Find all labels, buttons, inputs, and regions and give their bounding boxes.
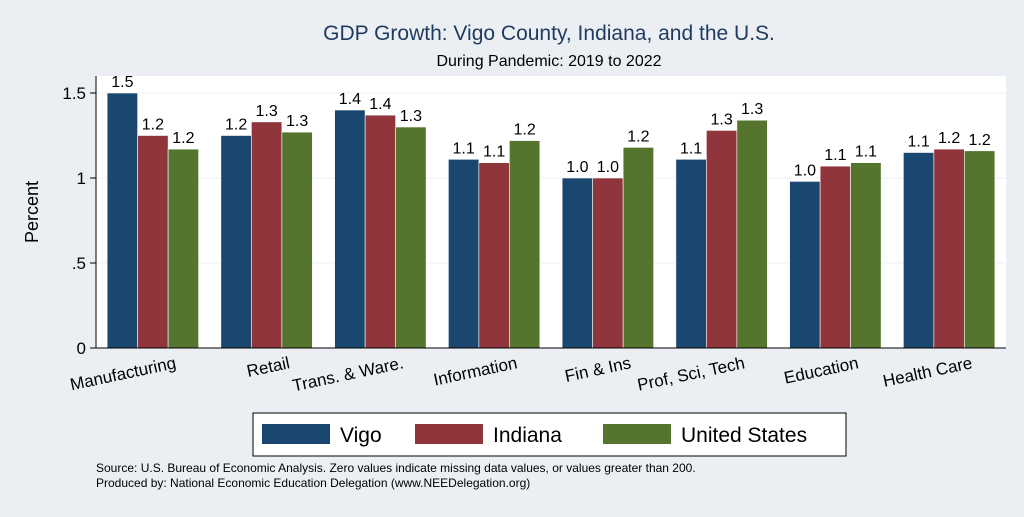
bar-value-label: 1.1 [855,144,877,161]
bar-value-label: 1.2 [969,132,991,149]
legend-label-vigo: Vigo [340,424,382,447]
bar [281,131,313,349]
bar-value-label: 1.3 [711,111,733,128]
bar [903,152,935,349]
bar [509,140,541,349]
bar [850,162,882,349]
bar [592,177,624,349]
bar [819,165,851,349]
bar-value-label: 1.1 [824,147,846,164]
bar-value-label: 1.2 [938,130,960,147]
y-tick-label: 0 [77,339,86,358]
bar [478,162,510,349]
bar-value-label: 1.2 [627,128,649,145]
bar [706,130,738,349]
bar [933,148,965,349]
bar-value-label: 1.4 [339,91,361,108]
bar [167,148,199,349]
bar-value-label: 1.0 [597,159,619,176]
produced-by-note: Produced by: National Economic Education… [96,476,530,490]
y-tick-label: 1.5 [62,84,86,103]
bar [137,135,169,349]
bar [364,114,396,349]
legend-label-indiana: Indiana [493,424,562,447]
chart-title: GDP Growth: Vigo County, Indiana, and th… [323,22,775,45]
source-note: Source: U.S. Bureau of Economic Analysis… [96,461,696,475]
legend-box [252,412,847,457]
bar-value-label: 1.2 [142,117,164,134]
bar-value-label: 1.2 [172,130,194,147]
bar-value-label: 1.0 [566,159,588,176]
bar [395,126,427,349]
bar-value-label: 1.3 [286,113,308,130]
bar [622,147,654,349]
bar-value-label: 1.3 [256,103,278,120]
bar-value-label: 1.0 [794,162,816,179]
bar-value-label: 1.1 [680,140,702,157]
y-tick-label: 1 [77,169,86,188]
bar [448,159,480,349]
bar [964,150,996,349]
bar-value-label: 1.3 [741,101,763,118]
bar [334,109,366,349]
legend-label-united-states: United States [681,424,807,447]
y-axis-label: Percent [22,181,42,243]
bar-value-label: 1.5 [111,74,133,91]
legend-swatch-indiana [415,424,483,444]
bar [736,119,768,349]
bar [106,92,138,349]
bar-value-label: 1.1 [908,134,930,151]
bar [220,135,252,349]
bar-value-label: 1.2 [514,122,536,139]
bar-value-label: 1.1 [483,144,505,161]
bar [561,177,593,349]
bar [251,121,283,349]
legend-swatch-vigo [262,424,330,444]
bar-value-label: 1.2 [225,117,247,134]
bar-value-label: 1.1 [453,140,475,157]
y-tick-label: .5 [72,254,86,273]
chart-subtitle: During Pandemic: 2019 to 2022 [436,53,661,70]
bar-value-label: 1.3 [400,108,422,125]
bar-value-label: 1.4 [369,96,391,113]
bar [675,159,707,349]
bar [789,181,821,349]
legend-swatch-united-states [603,424,671,444]
